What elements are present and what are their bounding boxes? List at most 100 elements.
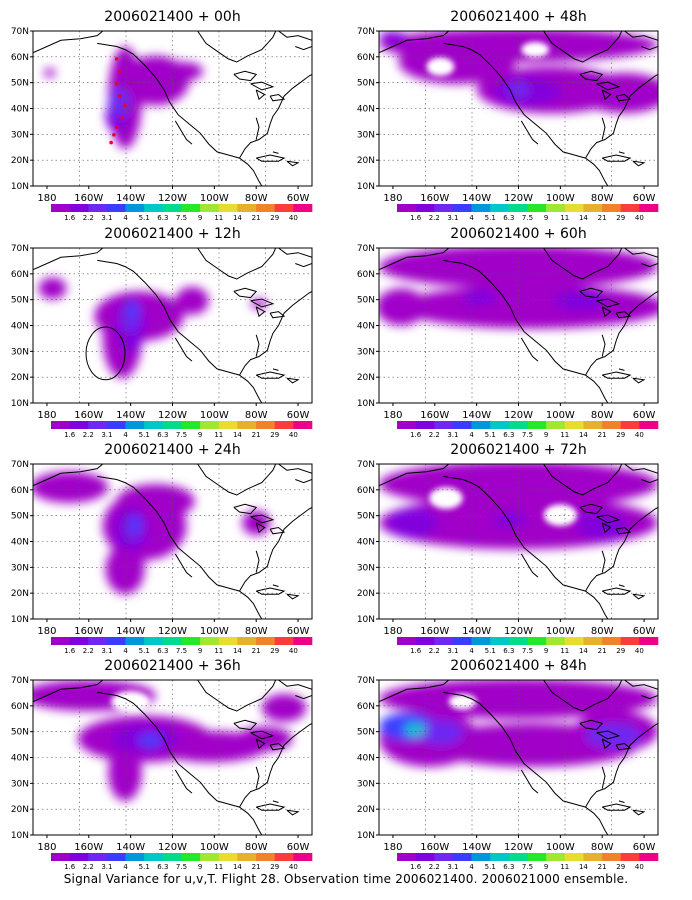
lon-tick-label: 160W xyxy=(74,842,103,853)
coastline xyxy=(543,31,623,63)
colorbar-swatch xyxy=(51,637,70,645)
coastline xyxy=(239,722,312,808)
flight-track-point xyxy=(114,125,119,129)
flight-track-point xyxy=(117,94,122,98)
variance-field xyxy=(379,248,658,329)
lat-tick-label: 40N xyxy=(11,538,29,548)
colorbar-label: 21 xyxy=(598,431,607,439)
colorbar-swatch xyxy=(527,853,547,861)
map-area xyxy=(379,680,658,835)
colorbar-swatch xyxy=(218,421,238,429)
coastline xyxy=(615,93,632,102)
lat-tick-label: 50N xyxy=(11,512,29,522)
map-panel: 2006021400 + 12h 70N 60N 50N 40N 30N 20N 10N 180… xyxy=(11,226,313,439)
colorbar-swatch xyxy=(125,204,145,212)
coastline xyxy=(596,514,621,524)
colorbar-swatch xyxy=(602,204,622,212)
lon-tick-label: 80W xyxy=(591,842,614,853)
coastline xyxy=(624,680,658,690)
map-panel: 2006021400 + 84h 70N 60N 50N 40N 30N 20N 10N 180… xyxy=(357,658,659,871)
lon-tick-label: 180 xyxy=(37,193,56,204)
colorbar-label: 4 xyxy=(123,431,128,439)
colorbar-swatch xyxy=(51,421,70,429)
colorbar-swatch xyxy=(490,204,510,212)
lat-tick-label: 50N xyxy=(357,79,375,89)
lon-tick-label: 100W xyxy=(200,626,229,637)
colorbar-swatch xyxy=(508,204,528,212)
colorbar-label: 4 xyxy=(123,214,128,222)
lat-tick-label: 50N xyxy=(11,728,29,738)
colorbar-label: 1.6 xyxy=(64,647,76,655)
colorbar-label: 9 xyxy=(544,214,548,222)
colorbar-swatch xyxy=(125,853,145,861)
colorbar-label: 21 xyxy=(252,647,261,655)
colorbar-swatch xyxy=(639,853,659,861)
coastline xyxy=(255,738,266,750)
colorbar-label: 5.1 xyxy=(485,863,496,871)
colorbar-swatch xyxy=(471,853,491,861)
colorbar-swatch xyxy=(274,853,294,861)
colorbar-swatch xyxy=(218,637,238,645)
colorbar-label: 9 xyxy=(198,863,202,871)
colorbar-label: 29 xyxy=(616,863,625,871)
coastline xyxy=(250,81,275,91)
lon-tick-label: 180 xyxy=(383,193,402,204)
lon-tick-label: 60W xyxy=(287,626,310,637)
coastline xyxy=(443,691,609,835)
storm-circle xyxy=(85,326,126,381)
colorbar-swatch xyxy=(144,204,164,212)
map-area xyxy=(33,464,312,619)
coastline xyxy=(379,248,450,271)
flight-track-point xyxy=(120,116,125,120)
colorbar-swatch xyxy=(200,853,220,861)
variance-contour xyxy=(139,734,162,747)
colorbar-swatch xyxy=(508,853,528,861)
coastline xyxy=(233,719,258,731)
colorbar-swatch xyxy=(181,853,201,861)
coastline xyxy=(615,742,632,751)
coastline xyxy=(239,73,312,159)
coastline xyxy=(286,160,300,167)
coastline xyxy=(601,766,606,789)
variance-contour xyxy=(105,544,145,595)
colorbar-swatch xyxy=(527,637,547,645)
lat-tick-label: 30N xyxy=(357,563,375,573)
variance-contour xyxy=(164,62,204,81)
lon-tick-label: 60W xyxy=(633,842,656,853)
colorbar-label: 9 xyxy=(198,647,202,655)
lat-tick-label: 30N xyxy=(11,347,29,357)
lon-tick-label: 80W xyxy=(591,193,614,204)
colorbar-swatch xyxy=(546,637,566,645)
colorbar-swatch xyxy=(162,204,182,212)
coastline xyxy=(233,287,258,299)
lat-tick-label: 20N xyxy=(357,589,375,599)
variance-contour xyxy=(130,518,142,531)
coastline xyxy=(286,593,300,600)
colorbar-swatch xyxy=(471,637,491,645)
coastline xyxy=(585,73,658,159)
colorbar-label: 2.2 xyxy=(83,431,94,439)
colorbar-label: 4 xyxy=(123,863,128,871)
colorbar-label: 3.1 xyxy=(101,431,112,439)
colorbar-swatch xyxy=(471,204,491,212)
colorbar-label: 40 xyxy=(635,431,644,439)
coastline xyxy=(255,587,286,595)
lon-tick-label: 60W xyxy=(287,842,310,853)
colorbar-swatch xyxy=(69,204,89,212)
colorbar-label: 11 xyxy=(560,214,569,222)
colorbar-swatch xyxy=(452,204,472,212)
colorbar-swatch xyxy=(546,853,566,861)
colorbar-swatch xyxy=(200,421,220,429)
colorbar-swatch xyxy=(106,421,126,429)
lat-tick-label: 10N xyxy=(357,615,375,625)
coastline xyxy=(443,259,609,403)
colorbar-label: 4 xyxy=(123,647,128,655)
coastline xyxy=(579,503,604,515)
coastline xyxy=(250,514,275,524)
map-panel: 2006021400 + 00h 70N 60N 50N 40N 30N 20N 10N 180… xyxy=(11,9,313,222)
colorbar-swatch xyxy=(415,204,435,212)
variance-contour xyxy=(379,288,427,326)
colorbar-label: 3.1 xyxy=(101,863,112,871)
map-panel: 2006021400 + 24h 70N 60N 50N 40N 30N 20N 10N 180… xyxy=(11,442,313,655)
coastline xyxy=(255,522,266,534)
